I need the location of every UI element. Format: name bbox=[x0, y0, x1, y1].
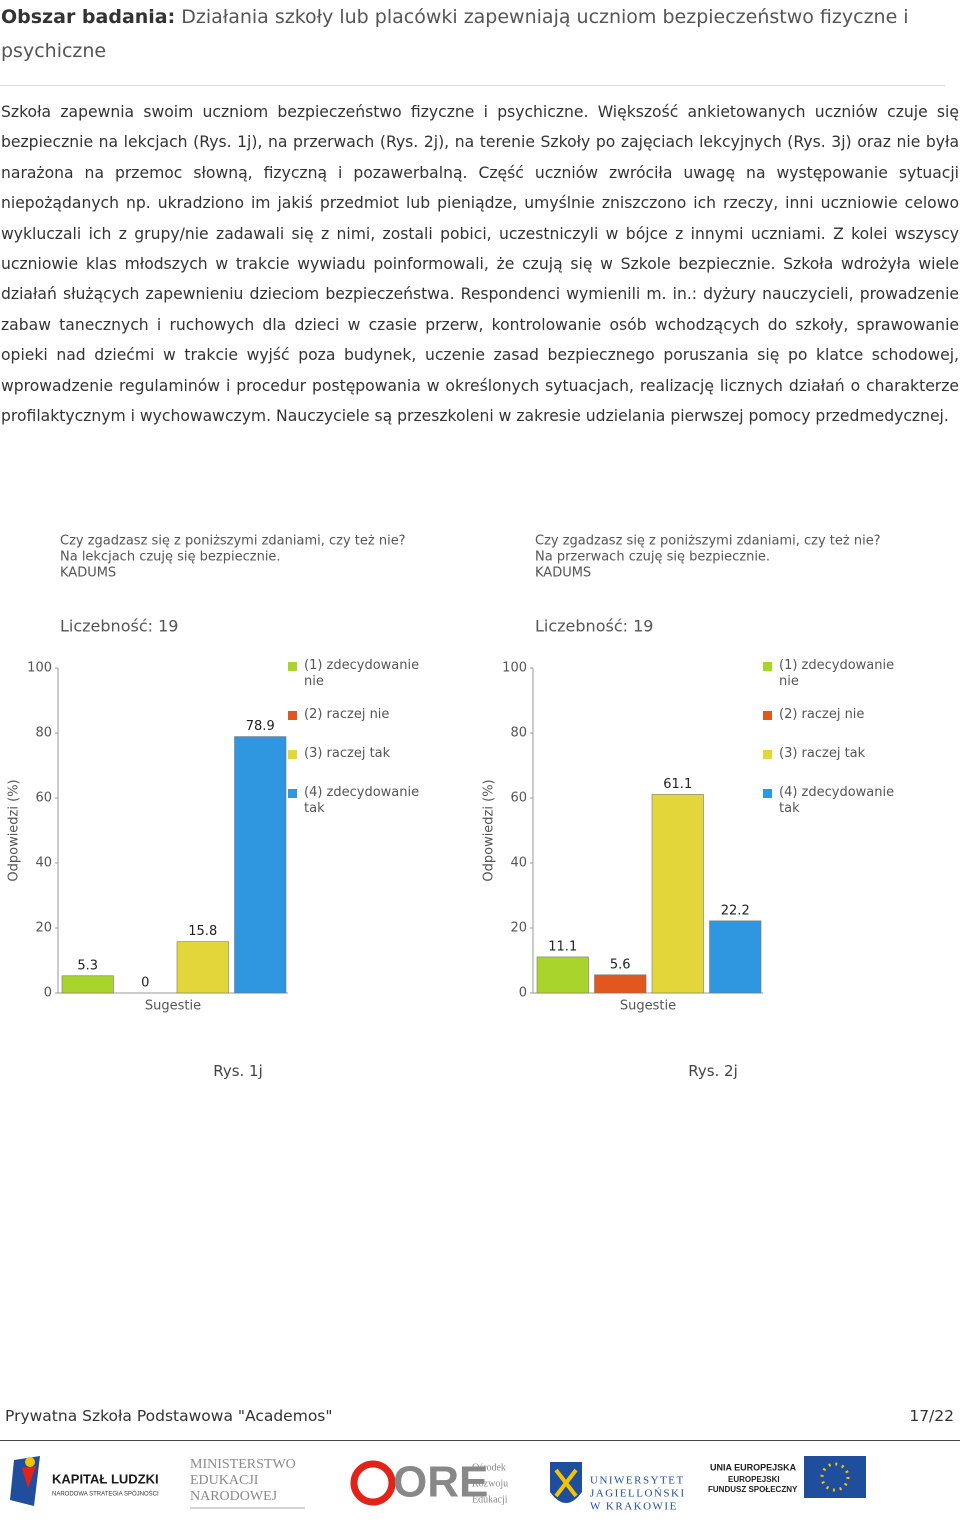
caption: Rys. 1j bbox=[213, 1062, 263, 1080]
footer-page: 17/22 bbox=[909, 1407, 954, 1425]
footer-rule bbox=[0, 1440, 960, 1441]
legend-swatch bbox=[288, 750, 297, 759]
y-tick-label: 40 bbox=[35, 856, 52, 871]
logo-text: NARODOWEJ bbox=[190, 1489, 278, 1504]
count-label: Liczebność: 19 bbox=[535, 617, 653, 636]
y-tick-label: 80 bbox=[510, 726, 527, 741]
logo-text: ORE bbox=[393, 1458, 488, 1507]
chart-svg: Czy zgadzasz się z poniższymi zdaniami, … bbox=[7, 534, 406, 1014]
chart: Czy zgadzasz się z poniższymi zdaniami, … bbox=[0, 525, 480, 1025]
logo-uj: UNIWERSYTET JAGIELLOŃSKI W KRAKOWIE bbox=[550, 1462, 686, 1513]
footer-school: Prywatna Szkoła Podstawowa "Academos" bbox=[5, 1407, 333, 1425]
bar-value-label: 0 bbox=[141, 976, 149, 991]
legend-label: (4) zdecydowanie tak bbox=[779, 785, 895, 816]
chart-svg: Czy zgadzasz się z poniższymi zdaniami, … bbox=[482, 534, 881, 1014]
y-tick-label: 60 bbox=[35, 791, 52, 806]
legend-swatch bbox=[288, 662, 297, 671]
bar-value-label: 5.3 bbox=[77, 958, 98, 973]
logo-text: NARODOWA STRATEGIA SPÓJNOŚCI bbox=[52, 1490, 159, 1498]
bar bbox=[234, 736, 287, 994]
legend-label: (3) raczej tak bbox=[304, 746, 391, 761]
logo-text: FUNDUSZ SPOŁECZNY bbox=[708, 1485, 798, 1494]
legend-label: (2) raczej nie bbox=[779, 707, 865, 722]
y-tick-label: 0 bbox=[519, 986, 527, 1001]
bar bbox=[651, 794, 704, 994]
logo-ue: UNIA EUROPEJSKA EUROPEJSKI FUNDUSZ SPOŁE… bbox=[708, 1456, 866, 1498]
bar-value-label: 22.2 bbox=[721, 903, 750, 918]
y-tick-label: 0 bbox=[44, 986, 52, 1001]
bar bbox=[61, 975, 114, 994]
logo-kapital-ludzki: KAPITAŁ LUDZKI NARODOWA STRATEGIA SPÓJNO… bbox=[10, 1456, 159, 1506]
bar bbox=[709, 920, 762, 994]
logo-text: UNIWERSYTET bbox=[590, 1475, 685, 1487]
caption: Rys. 2j bbox=[688, 1062, 738, 1080]
bar-value-label: 5.6 bbox=[610, 957, 631, 972]
bar bbox=[536, 956, 589, 994]
chart-question: Czy zgadzasz się z poniższymi zdaniami, … bbox=[60, 534, 406, 549]
x-axis-label: Sugestie bbox=[145, 999, 201, 1014]
bar-value-label: 15.8 bbox=[188, 924, 217, 939]
chart-question: Czy zgadzasz się z poniższymi zdaniami, … bbox=[535, 534, 881, 549]
logo-text: Rozwoju bbox=[472, 1478, 508, 1489]
logo-text: EUROPEJSKI bbox=[728, 1475, 780, 1484]
y-tick-label: 20 bbox=[510, 921, 527, 936]
bar-value-label: 11.1 bbox=[548, 939, 577, 954]
legend-swatch bbox=[288, 711, 297, 720]
logo-text: UNIA EUROPEJSKA bbox=[710, 1462, 797, 1472]
y-axis-label: Odpowiedzi (%) bbox=[482, 779, 497, 881]
legend-label: (3) raczej tak bbox=[779, 746, 866, 761]
logo-text: JAGIELLOŃSKI bbox=[590, 1488, 686, 1500]
chart-source: KADUMS bbox=[535, 566, 591, 581]
logos: KAPITAŁ LUDZKI NARODOWA STRATEGIA SPÓJNO… bbox=[10, 1456, 866, 1513]
heading: Obszar badania: Działania szkoły lub pla… bbox=[1, 0, 951, 68]
legend-swatch bbox=[763, 662, 772, 671]
legend-label: (1) zdecydowanie nie bbox=[304, 658, 420, 689]
separator bbox=[0, 85, 945, 86]
bar bbox=[594, 974, 647, 994]
legend-swatch bbox=[763, 789, 772, 798]
y-tick-label: 80 bbox=[35, 726, 52, 741]
x-axis-label: Sugestie bbox=[620, 999, 676, 1014]
y-tick-label: 20 bbox=[35, 921, 52, 936]
y-tick-label: 100 bbox=[502, 661, 527, 676]
y-tick-label: 60 bbox=[510, 791, 527, 806]
legend-label: (1) zdecydowanie nie bbox=[779, 658, 895, 689]
chart: Czy zgadzasz się z poniższymi zdaniami, … bbox=[475, 525, 955, 1025]
logo-text: W KRAKOWIE bbox=[590, 1501, 678, 1513]
heading-text: Działania szkoły lub placówki zapewniają… bbox=[1, 6, 909, 62]
heading-label: Obszar badania: bbox=[1, 6, 176, 28]
logo-men: MINISTERSTWO EDUKACJI NARODOWEJ bbox=[190, 1457, 305, 1509]
logo-text: MINISTERSTWO bbox=[190, 1457, 296, 1472]
logo-ore: ORE Ośrodek Rozwoju Edukacji bbox=[350, 1458, 508, 1507]
legend-label: (4) zdecydowanie tak bbox=[304, 785, 420, 816]
bar-value-label: 78.9 bbox=[246, 719, 275, 734]
legend-swatch bbox=[763, 711, 772, 720]
legend-swatch bbox=[288, 789, 297, 798]
logo-text: Ośrodek bbox=[472, 1462, 506, 1473]
chart-statement: Na lekcjach czuję się bezpiecznie. bbox=[60, 550, 281, 565]
logo-text: EDUKACJI bbox=[190, 1473, 259, 1488]
y-tick-label: 40 bbox=[510, 856, 527, 871]
paragraph: Szkoła zapewnia swoim uczniom bezpieczeń… bbox=[1, 103, 959, 426]
logo-text: KAPITAŁ LUDZKI bbox=[52, 1471, 159, 1486]
count-label: Liczebność: 19 bbox=[60, 617, 178, 636]
legend-swatch bbox=[763, 750, 772, 759]
y-axis-label: Odpowiedzi (%) bbox=[7, 779, 22, 881]
logo-text: Edukacji bbox=[472, 1494, 508, 1505]
bar-value-label: 61.1 bbox=[663, 777, 692, 792]
bar bbox=[176, 941, 229, 994]
legend-label: (2) raczej nie bbox=[304, 707, 390, 722]
chart-source: KADUMS bbox=[60, 566, 116, 581]
chart-statement: Na przerwach czuję się bezpiecznie. bbox=[535, 550, 770, 565]
y-tick-label: 100 bbox=[27, 661, 52, 676]
